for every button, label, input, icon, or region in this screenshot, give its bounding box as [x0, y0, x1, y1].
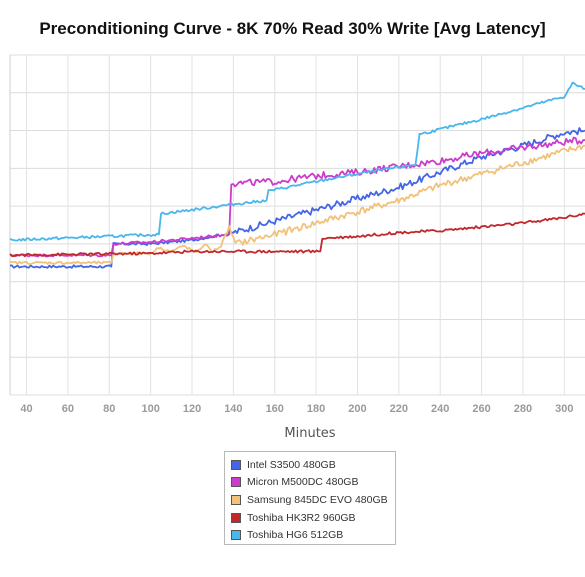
chart-legend: Intel S3500 480GB Micron M500DC 480GB Sams…	[224, 451, 396, 545]
legend-swatch	[231, 530, 241, 541]
x-tick-label: 120	[183, 403, 201, 415]
legend-swatch	[231, 494, 241, 505]
legend-swatch	[231, 477, 241, 488]
legend-swatch	[231, 512, 241, 523]
legend-label: Micron M500DC 480GB	[247, 476, 359, 489]
legend-label: Toshiba HG6 512GB	[247, 529, 344, 542]
x-tick-label: 100	[141, 403, 159, 415]
legend-swatch	[231, 459, 241, 470]
legend-label: Toshiba HK3R2 960GB	[247, 511, 356, 524]
x-tick-label: 160	[266, 403, 284, 415]
x-tick-label: 140	[224, 403, 242, 415]
legend-item[interactable]: Toshiba HG6 512GB	[231, 526, 395, 544]
legend-label: Intel S3500 480GB	[247, 458, 336, 471]
x-tick-label: 280	[514, 403, 532, 415]
chart-title: Preconditioning Curve - 8K 70% Read 30% …	[39, 19, 546, 38]
x-tick-label: 300	[555, 403, 573, 415]
series-line	[9, 212, 585, 258]
x-tick-label: 240	[431, 403, 449, 415]
series-line	[9, 81, 585, 242]
x-tick-label: 260	[472, 403, 490, 415]
x-axis-ticks: 40 60 80 100 120 140 160 180 200 220 240 260 280 300	[20, 403, 573, 415]
legend-item[interactable]: Intel S3500 480GB	[231, 456, 395, 474]
x-tick-label: 180	[307, 403, 325, 415]
x-tick-label: 200	[348, 403, 366, 415]
x-axis-label: Minutes	[284, 426, 335, 441]
series-line	[9, 144, 585, 265]
series-line	[9, 136, 585, 258]
grid-lines	[9, 54, 585, 396]
legend-item[interactable]: Samsung 845DC EVO 480GB	[231, 491, 395, 509]
legend-item[interactable]: Toshiba HK3R2 960GB	[231, 509, 395, 527]
x-tick-label: 60	[62, 403, 74, 415]
series-line	[9, 127, 585, 269]
series-lines	[9, 81, 585, 269]
legend-item[interactable]: Micron M500DC 480GB	[231, 474, 395, 492]
x-tick-label: 40	[20, 403, 32, 415]
legend-label: Samsung 845DC EVO 480GB	[247, 493, 388, 506]
x-tick-label: 80	[103, 403, 115, 415]
x-tick-label: 220	[390, 403, 408, 415]
